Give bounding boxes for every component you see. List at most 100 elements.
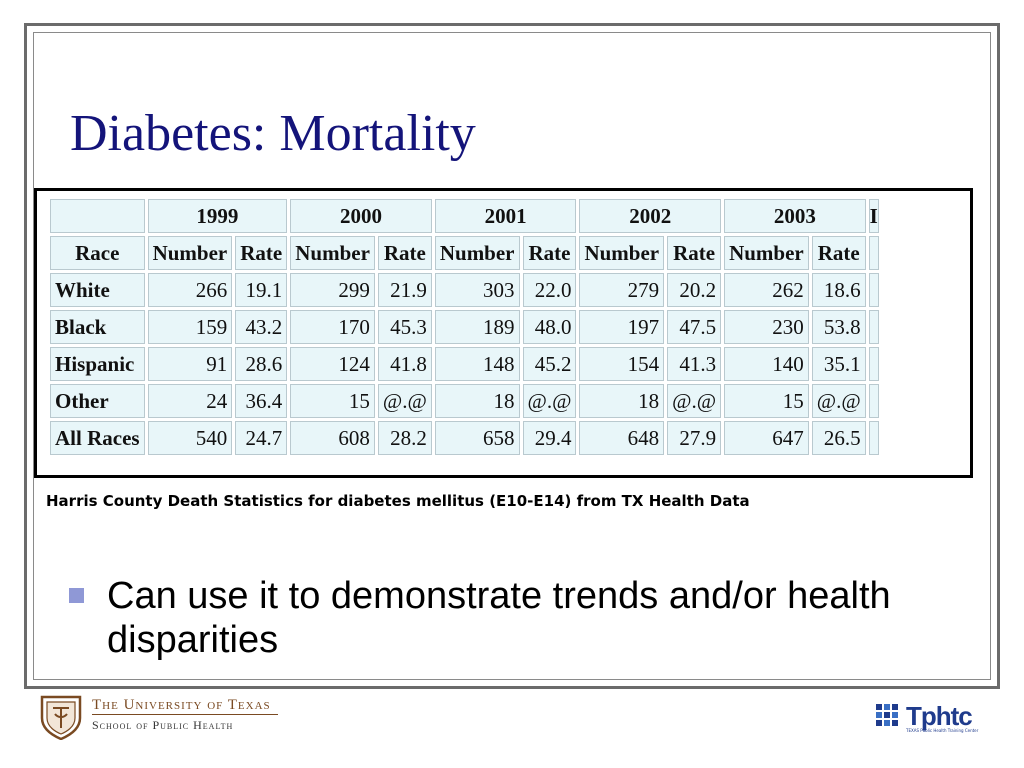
rate-cell: 28.2 bbox=[377, 421, 432, 455]
rate-cell: 27.9 bbox=[667, 421, 722, 455]
table-subheader-row: Race Number Rate Number Rate Number Rate Number… bbox=[50, 236, 879, 270]
rate-header-cell: Rate bbox=[811, 236, 866, 270]
ut-university-name: The University of Texas bbox=[92, 697, 271, 713]
year-header-cell: 2001 bbox=[434, 199, 577, 233]
rate-cell: 45.3 bbox=[377, 310, 432, 344]
number-cell: 148 bbox=[434, 347, 520, 381]
ut-shield-logo-icon bbox=[40, 695, 82, 740]
truncated-year-cell: I bbox=[868, 199, 879, 233]
truncated-cell bbox=[868, 236, 879, 270]
slide-frame-outer bbox=[24, 23, 1000, 689]
truncated-cell bbox=[868, 384, 879, 418]
rate-cell: @.@ bbox=[811, 384, 866, 418]
number-cell: 24 bbox=[147, 384, 233, 418]
rate-cell: 18.6 bbox=[811, 273, 866, 307]
number-cell: 230 bbox=[724, 310, 809, 344]
table-row: Black 159 43.2 170 45.3 189 48.0 197 47.5 230 53.8 bbox=[50, 310, 879, 344]
number-cell: 658 bbox=[434, 421, 520, 455]
rate-cell: 29.4 bbox=[522, 421, 577, 455]
slide-title: Diabetes: Mortality bbox=[70, 105, 476, 162]
number-cell: 91 bbox=[147, 347, 233, 381]
table-row: White 266 19.1 299 21.9 303 22.0 279 20.2 262 18.6 bbox=[50, 273, 879, 307]
number-cell: 648 bbox=[579, 421, 665, 455]
bullet-square-icon bbox=[69, 588, 84, 603]
number-cell: 262 bbox=[724, 273, 809, 307]
rate-header-cell: Rate bbox=[235, 236, 288, 270]
number-cell: 18 bbox=[579, 384, 665, 418]
rate-cell: 19.1 bbox=[235, 273, 288, 307]
table-row: All Races 540 24.7 608 28.2 658 29.4 648 27.9 647… bbox=[50, 421, 879, 455]
rate-cell: 41.8 bbox=[377, 347, 432, 381]
header-corner-cell bbox=[50, 199, 145, 233]
rate-cell: @.@ bbox=[377, 384, 432, 418]
rate-header-cell: Rate bbox=[667, 236, 722, 270]
mortality-table: 1999 2000 2001 2002 2003 I Race Number Rate Numbe… bbox=[47, 196, 882, 458]
rate-cell: 43.2 bbox=[235, 310, 288, 344]
number-cell: 140 bbox=[724, 347, 809, 381]
rate-cell: 28.6 bbox=[235, 347, 288, 381]
number-header-cell: Number bbox=[147, 236, 233, 270]
tphtc-logo-subtext: TEXAS Public Health Training Center bbox=[906, 728, 979, 733]
rate-cell: @.@ bbox=[667, 384, 722, 418]
rate-header-cell: Rate bbox=[377, 236, 432, 270]
tphtc-logo-wordmark: Tphtc bbox=[906, 701, 973, 731]
number-header-cell: Number bbox=[724, 236, 809, 270]
table-caption: Harris County Death Statistics for diabe… bbox=[46, 492, 750, 510]
number-header-cell: Number bbox=[579, 236, 665, 270]
rate-cell: 20.2 bbox=[667, 273, 722, 307]
year-header-cell: 2002 bbox=[579, 199, 722, 233]
truncated-cell bbox=[868, 421, 879, 455]
rate-cell: 45.2 bbox=[522, 347, 577, 381]
rate-cell: 36.4 bbox=[235, 384, 288, 418]
number-header-cell: Number bbox=[434, 236, 520, 270]
rate-cell: 24.7 bbox=[235, 421, 288, 455]
table-row: Hispanic 91 28.6 124 41.8 148 45.2 154 41.3 140 35… bbox=[50, 347, 879, 381]
rate-cell: 41.3 bbox=[667, 347, 722, 381]
race-header-cell: Race bbox=[50, 236, 145, 270]
rate-cell: 26.5 bbox=[811, 421, 866, 455]
number-cell: 647 bbox=[724, 421, 809, 455]
number-header-cell: Number bbox=[290, 236, 375, 270]
rate-cell: 22.0 bbox=[522, 273, 577, 307]
truncated-cell bbox=[868, 347, 879, 381]
ut-divider bbox=[92, 714, 278, 715]
race-label-cell: Hispanic bbox=[50, 347, 145, 381]
number-cell: 124 bbox=[290, 347, 375, 381]
race-label-cell: White bbox=[50, 273, 145, 307]
race-label-cell: All Races bbox=[50, 421, 145, 455]
rate-header-cell: Rate bbox=[522, 236, 577, 270]
tphtc-grid-logo-icon bbox=[876, 704, 898, 726]
number-cell: 154 bbox=[579, 347, 665, 381]
number-cell: 189 bbox=[434, 310, 520, 344]
rate-cell: 48.0 bbox=[522, 310, 577, 344]
number-cell: 608 bbox=[290, 421, 375, 455]
rate-cell: 21.9 bbox=[377, 273, 432, 307]
truncated-cell bbox=[868, 310, 879, 344]
race-label-cell: Black bbox=[50, 310, 145, 344]
ut-school-name: School of Public Health bbox=[92, 718, 234, 732]
race-label-cell: Other bbox=[50, 384, 145, 418]
slide-frame-inner bbox=[33, 32, 991, 680]
year-header-cell: 2000 bbox=[290, 199, 432, 233]
number-cell: 540 bbox=[147, 421, 233, 455]
number-cell: 170 bbox=[290, 310, 375, 344]
truncated-cell bbox=[868, 273, 879, 307]
number-cell: 159 bbox=[147, 310, 233, 344]
bullet-text: Can use it to demonstrate trends and/or … bbox=[107, 575, 891, 661]
table-header-row: 1999 2000 2001 2002 2003 I bbox=[50, 199, 879, 233]
number-cell: 15 bbox=[724, 384, 809, 418]
rate-cell: 53.8 bbox=[811, 310, 866, 344]
rate-cell: @.@ bbox=[522, 384, 577, 418]
number-cell: 279 bbox=[579, 273, 665, 307]
rate-cell: 47.5 bbox=[667, 310, 722, 344]
number-cell: 303 bbox=[434, 273, 520, 307]
number-cell: 15 bbox=[290, 384, 375, 418]
table-row: Other 24 36.4 15 @.@ 18 @.@ 18 @.@ 15 @.@ bbox=[50, 384, 879, 418]
number-cell: 18 bbox=[434, 384, 520, 418]
number-cell: 299 bbox=[290, 273, 375, 307]
year-header-cell: 2003 bbox=[724, 199, 866, 233]
mortality-table-frame: 1999 2000 2001 2002 2003 I Race Number Rate Numbe… bbox=[34, 188, 973, 478]
number-cell: 266 bbox=[147, 273, 233, 307]
year-header-cell: 1999 bbox=[147, 199, 288, 233]
number-cell: 197 bbox=[579, 310, 665, 344]
